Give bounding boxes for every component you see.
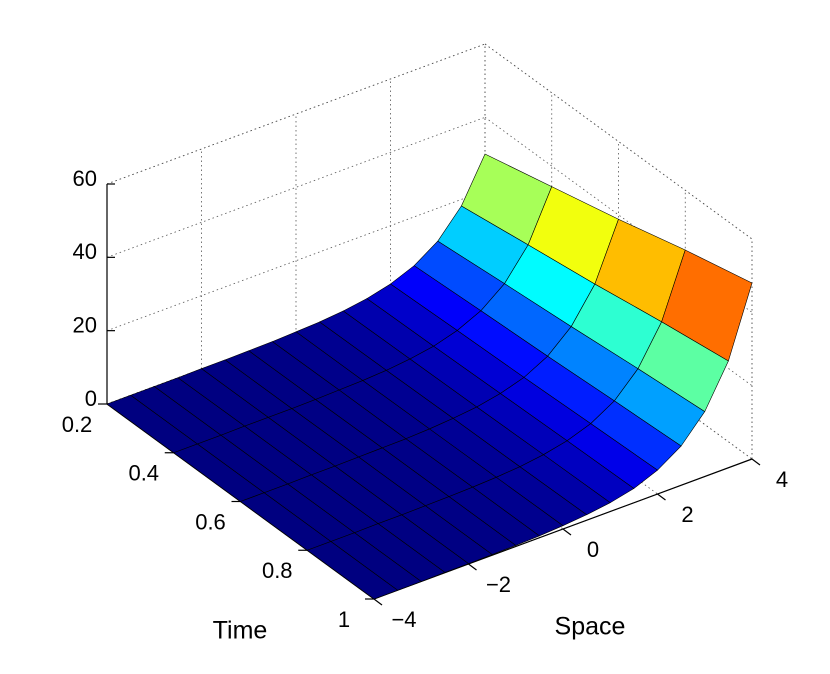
z-tick-label: 0 (85, 386, 97, 411)
tick-mark (468, 563, 477, 571)
x-tick-label: −2 (486, 572, 511, 597)
x-tick-label: 4 (776, 467, 788, 492)
x-axis-label: Space (555, 613, 626, 641)
y-tick-label: 0.4 (128, 461, 159, 486)
y-tick-label: 0.8 (262, 558, 293, 583)
tick-mark (373, 598, 383, 606)
z-tick-label: 60 (73, 166, 97, 191)
tick-mark (751, 458, 761, 466)
surface-patch (306, 541, 399, 600)
z-tick-label: 20 (73, 312, 97, 337)
y-tick-label: 0.2 (62, 412, 93, 437)
x-tick-label: 2 (681, 502, 693, 527)
tick-mark (562, 528, 572, 536)
x-tick-label: 0 (587, 537, 599, 562)
grid-line (484, 43, 753, 240)
tick-mark (657, 493, 666, 501)
y-tick-label: 1 (338, 607, 350, 632)
x-tick-label: −4 (391, 607, 416, 632)
grid-line (106, 116, 486, 258)
y-axis-label: Time (213, 617, 268, 645)
z-tick-label: 40 (73, 239, 97, 264)
y-tick-label: 0.6 (195, 509, 226, 534)
